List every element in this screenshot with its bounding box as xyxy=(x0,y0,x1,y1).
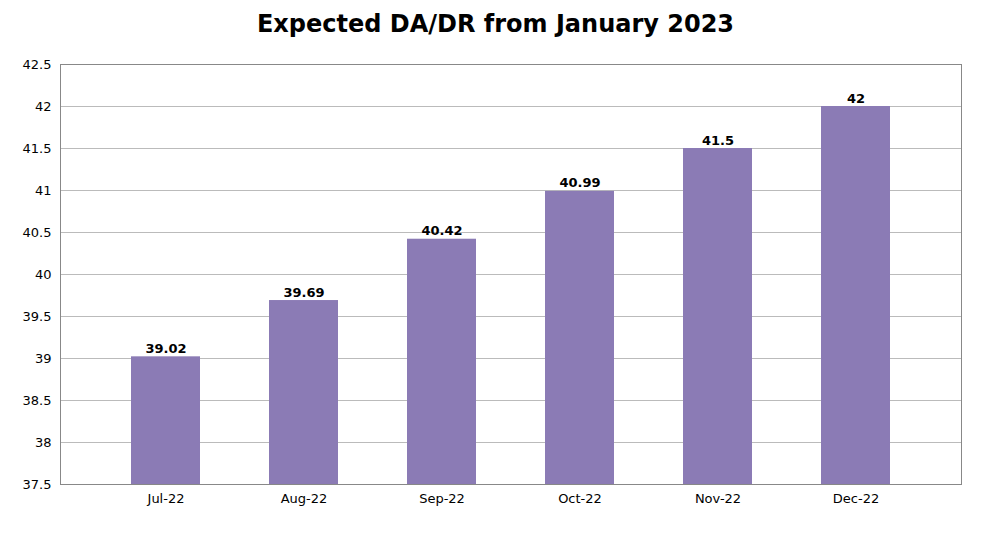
svg-text:40.99: 40.99 xyxy=(559,175,600,190)
svg-text:Jul-22: Jul-22 xyxy=(147,491,185,506)
svg-text:42.5: 42.5 xyxy=(23,57,52,72)
svg-text:Dec-22: Dec-22 xyxy=(833,491,879,506)
svg-text:40.5: 40.5 xyxy=(23,225,52,240)
svg-text:41: 41 xyxy=(35,183,52,198)
html-text:Expected DA/DR from January 20: Expected DA/DR from January 2023 xyxy=(256,10,735,38)
svg-text:41.5: 41.5 xyxy=(23,141,52,156)
svg-text:42: 42 xyxy=(847,91,865,106)
svg-text:42: 42 xyxy=(35,99,52,114)
svg-text:40.42: 40.42 xyxy=(421,223,462,238)
svg-text:40: 40 xyxy=(35,267,52,282)
svg-text:39.02: 39.02 xyxy=(145,341,186,356)
svg-text:39: 39 xyxy=(35,351,52,366)
svg-text:38.5: 38.5 xyxy=(23,393,52,408)
svg-text:Nov-22: Nov-22 xyxy=(695,491,741,506)
svg-text:39.5: 39.5 xyxy=(23,309,52,324)
svg-text:37.5: 37.5 xyxy=(23,477,52,492)
svg-text:39.69: 39.69 xyxy=(283,285,324,300)
svg-text:Aug-22: Aug-22 xyxy=(281,491,328,506)
svg-text:Oct-22: Oct-22 xyxy=(558,491,602,506)
svg-text:41.5: 41.5 xyxy=(702,133,734,148)
svg-text:Sep-22: Sep-22 xyxy=(419,491,465,506)
svg-text:38: 38 xyxy=(35,435,52,450)
